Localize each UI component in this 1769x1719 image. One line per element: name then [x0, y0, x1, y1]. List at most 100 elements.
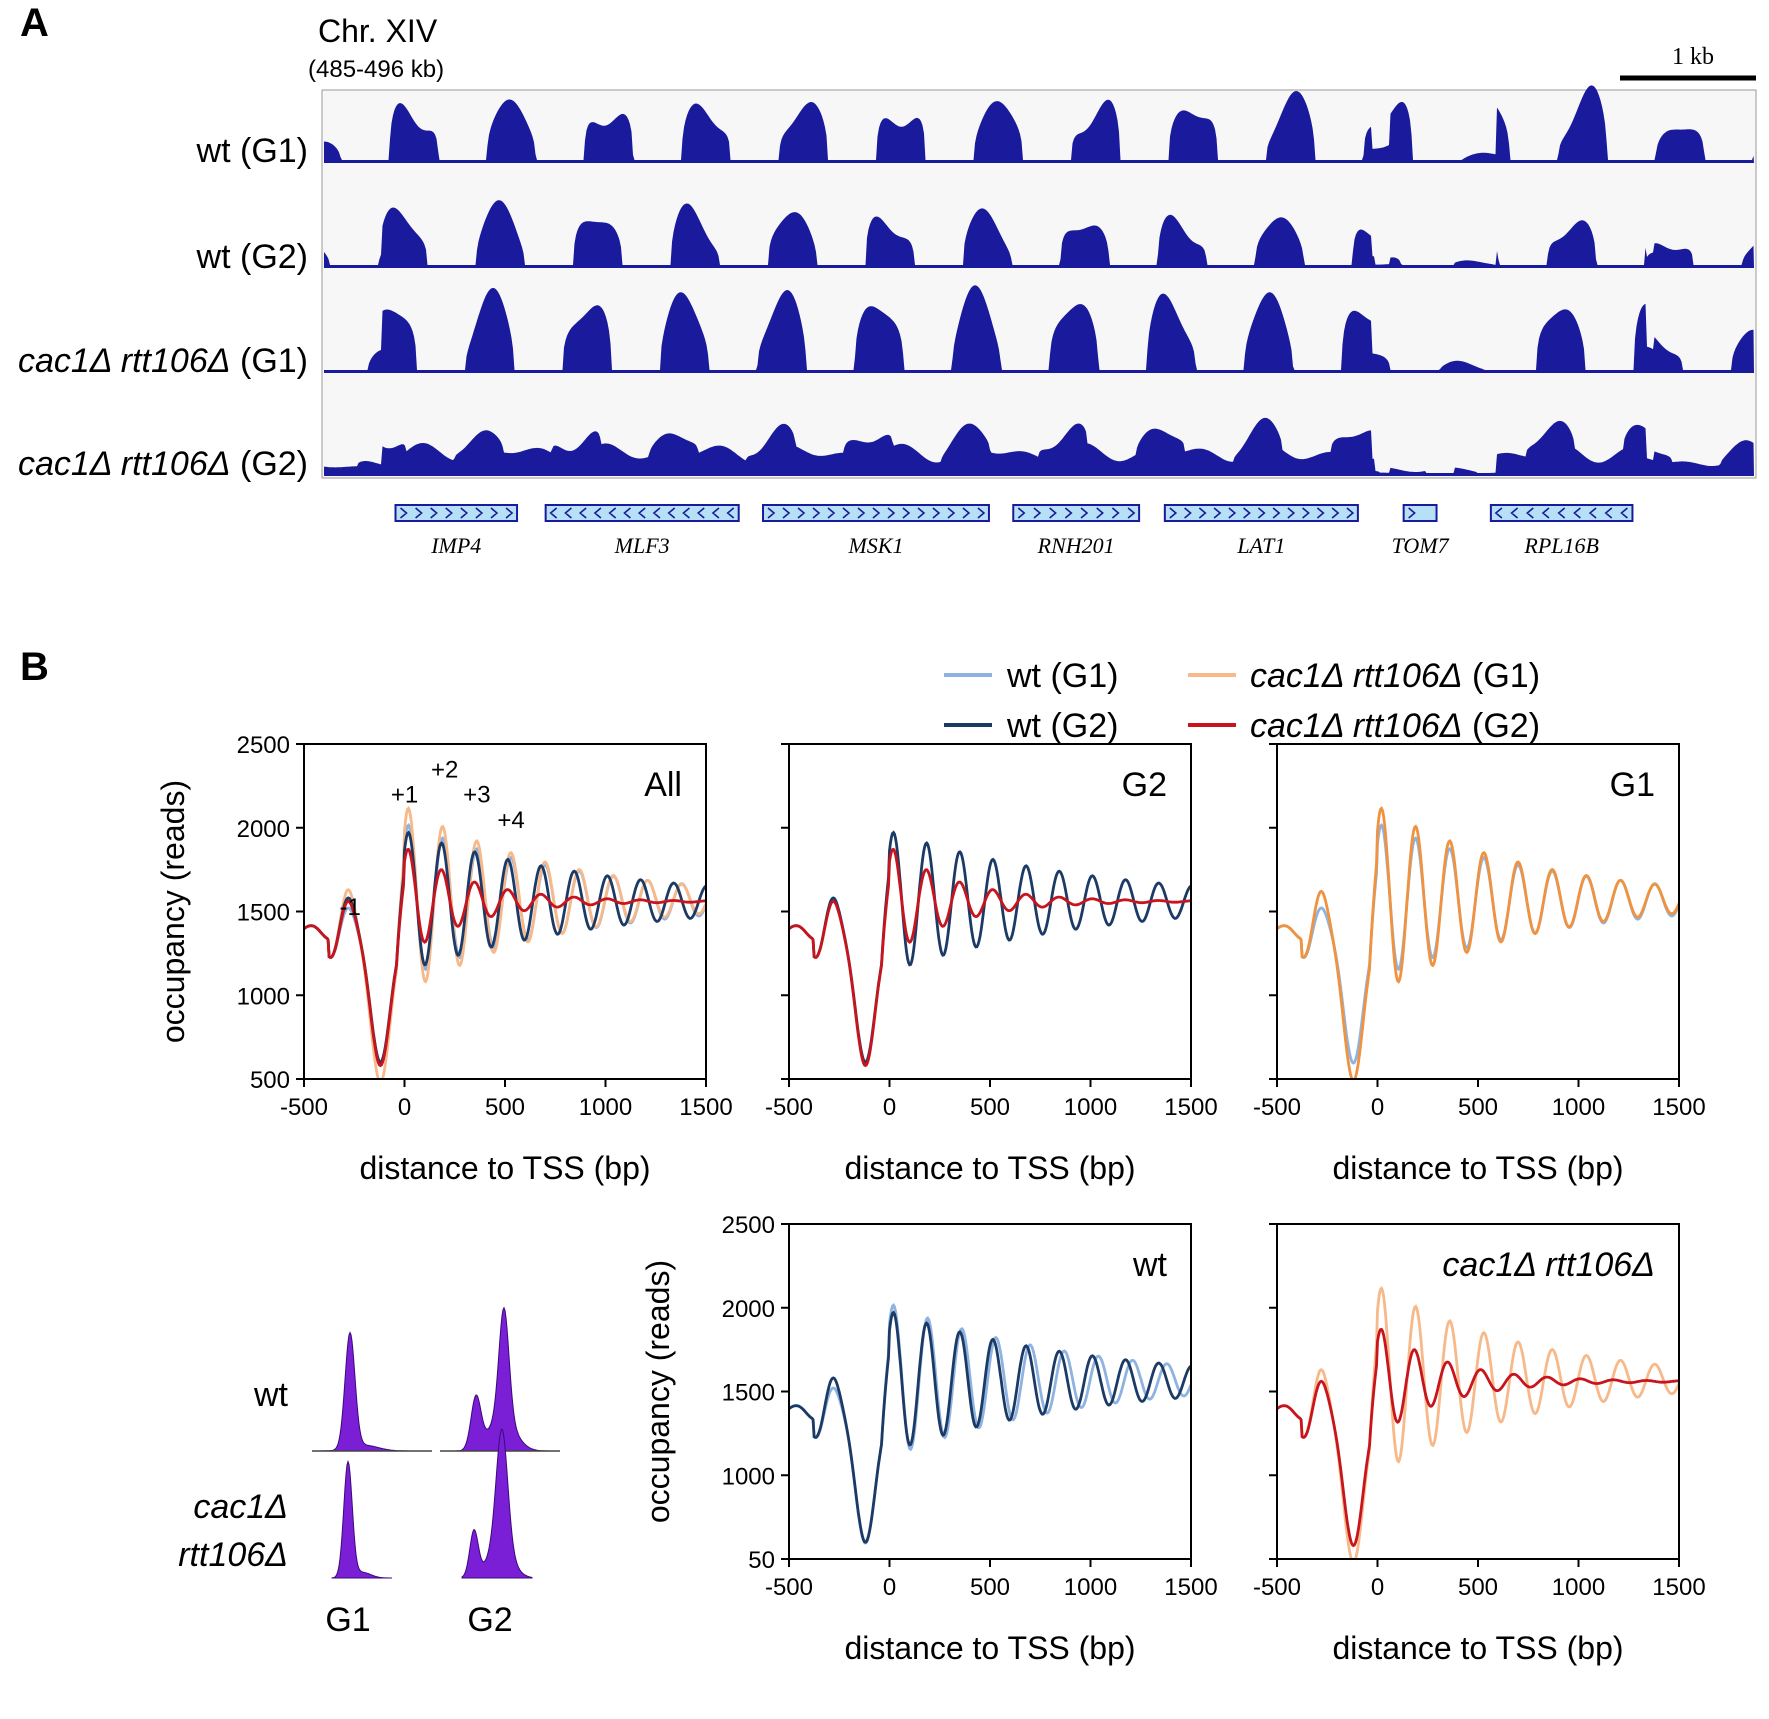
x-axis-label: distance to TSS (bp) — [1332, 1630, 1623, 1666]
x-tick-label: 0 — [1371, 1094, 1384, 1121]
legend-label: wt (G2) — [1006, 707, 1118, 745]
y-tick-label: 2500 — [722, 1212, 775, 1239]
gene-label: IMP4 — [430, 533, 481, 558]
nucleosome-annotation: +2 — [431, 757, 458, 784]
track-mut-g2: cac1Δ rtt106Δ (G2) — [18, 417, 1754, 483]
chart-mut: -500 0 500 1000 1500 distance to TSS (bp) cac1… — [1253, 1223, 1706, 1666]
panel-b-letter: B — [20, 645, 49, 689]
strand-arrows — [399, 507, 514, 519]
track-label-suffix: (G1) — [231, 342, 308, 380]
x-tick-label: 1500 — [1652, 1094, 1705, 1121]
strand-arrows — [1494, 507, 1628, 519]
legend-item-mut-g1: cac1Δ rtt106Δ (G1) — [1188, 657, 1540, 695]
panel-label: cac1Δ rtt106Δ — [1442, 1246, 1655, 1284]
track-label: cac1Δ rtt106Δ (G1) — [18, 342, 308, 380]
gene-label: TOM7 — [1392, 533, 1450, 558]
gene-rpl16b: RPL16B — [1489, 504, 1634, 558]
strand-arrows — [1408, 507, 1416, 519]
panel-label: G2 — [1122, 766, 1167, 804]
y-tick-label: 1000 — [722, 1463, 775, 1490]
gene-tom7: TOM7 — [1392, 504, 1450, 558]
legend-item-wt-g2: wt (G2) — [944, 707, 1118, 745]
nucleosome-annotation: -1 — [340, 894, 361, 921]
x-tick-label: 0 — [883, 1094, 896, 1121]
flow-col-label-g1: G1 — [325, 1601, 370, 1639]
track-label-suffix: (G2) — [231, 445, 308, 483]
x-tick-label: 1000 — [1064, 1094, 1117, 1121]
series-line-mut-g1 — [304, 806, 706, 1079]
legend-label: cac1Δ rtt106Δ (G2) — [1250, 707, 1540, 745]
legend-label: cac1Δ rtt106Δ (G1) — [1250, 657, 1540, 695]
y-tick-label: 500 — [250, 1067, 290, 1094]
x-tick-label: -500 — [765, 1094, 813, 1121]
strand-arrows — [1017, 507, 1136, 519]
track-mut-g1: cac1Δ rtt106Δ (G1) — [18, 285, 1754, 380]
x-axis-label: distance to TSS (bp) — [359, 1150, 650, 1186]
flow-cytometry: wt cac1Δ rtt106Δ G1 G2 — [178, 1306, 560, 1639]
x-tick-label: 500 — [485, 1094, 525, 1121]
coverage-track — [324, 85, 1754, 163]
chart-g2: -500 0 500 1000 1500 distance to TSS (bp) G2 — [765, 743, 1218, 1186]
series-line-wt-g2 — [789, 1310, 1191, 1544]
x-tick-label: 1500 — [1164, 1094, 1217, 1121]
region-label: (485-496 kb) — [308, 56, 444, 83]
gene-rnh201: RNH201 — [1012, 504, 1141, 558]
x-tick-label: 500 — [1458, 1574, 1498, 1601]
strand-arrows — [767, 507, 986, 519]
y-tick-label: 1500 — [722, 1380, 775, 1407]
strand-arrows — [1169, 507, 1355, 519]
x-axis-label: distance to TSS (bp) — [844, 1150, 1135, 1186]
x-tick-label: 1500 — [679, 1094, 732, 1121]
gene-label: RPL16B — [1523, 533, 1599, 558]
gene-mlf3: MLF3 — [544, 504, 740, 558]
x-tick-label: -500 — [765, 1574, 813, 1601]
y-tick-label: 2000 — [237, 816, 290, 843]
track-label: cac1Δ rtt106Δ (G2) — [18, 445, 308, 483]
gene-label: MSK1 — [847, 533, 903, 558]
legend-label-suffix: (G2) — [1463, 707, 1540, 745]
track-label-italic: cac1Δ rtt106Δ — [18, 445, 231, 483]
x-tick-label: 500 — [1458, 1094, 1498, 1121]
y-tick-label: 1000 — [237, 983, 290, 1010]
y-axis-label: occupancy (reads) — [640, 1260, 676, 1523]
gene-box — [1163, 504, 1359, 522]
y-axis-label: occupancy (reads) — [155, 780, 191, 1043]
x-tick-label: 500 — [970, 1574, 1010, 1601]
x-tick-label: 1000 — [579, 1094, 632, 1121]
nucleosome-annotation: +1 — [391, 782, 418, 809]
series-line-mut-g1 — [1277, 1286, 1679, 1559]
series-line-mut-g2 — [1277, 1327, 1679, 1548]
gene-box — [1012, 504, 1141, 522]
series-line-wt-g1 — [1277, 823, 1679, 1065]
chart-all: -500 0 500 1000 1500 500 1000 1500 2000 2500 dista… — [155, 732, 733, 1186]
track-label: wt (G1) — [196, 132, 308, 170]
x-tick-label: 1500 — [1164, 1574, 1217, 1601]
x-tick-label: 1000 — [1552, 1094, 1605, 1121]
x-tick-label: -500 — [280, 1094, 328, 1121]
x-tick-label: -500 — [1253, 1574, 1301, 1601]
gene-box — [1489, 504, 1634, 522]
coverage-track — [324, 200, 1754, 268]
gene-box — [544, 504, 740, 522]
coverage-track — [324, 417, 1754, 476]
track-wt-g2: wt (G2) — [196, 200, 1754, 276]
gene-box — [1402, 504, 1438, 522]
dna-content-histogram-mut-g2 — [461, 1427, 533, 1579]
track-label-italic: cac1Δ rtt106Δ — [18, 342, 231, 380]
x-tick-label: 0 — [1371, 1574, 1384, 1601]
flow-row-label-mut-line1: cac1Δ — [193, 1488, 288, 1526]
flow-row-label-mut-line2: rtt106Δ — [178, 1536, 288, 1574]
scale-bar-label: 1 kb — [1672, 44, 1714, 70]
gene-msk1: MSK1 — [762, 504, 990, 558]
coverage-track — [324, 285, 1754, 373]
legend-item-mut-g2: cac1Δ rtt106Δ (G2) — [1188, 707, 1540, 745]
x-tick-label: 1000 — [1552, 1574, 1605, 1601]
chart-wt: -500 0 500 1000 1500 50 1000 1500 2000 2500 distan… — [640, 1212, 1218, 1666]
legend-label-italic: cac1Δ rtt106Δ — [1250, 657, 1463, 695]
y-tick-label: 2000 — [722, 1296, 775, 1323]
gene-box — [394, 504, 519, 522]
nucleosome-annotation: +3 — [463, 782, 490, 809]
gene-label: RNH201 — [1037, 533, 1115, 558]
y-tick-label: 2500 — [237, 732, 290, 759]
